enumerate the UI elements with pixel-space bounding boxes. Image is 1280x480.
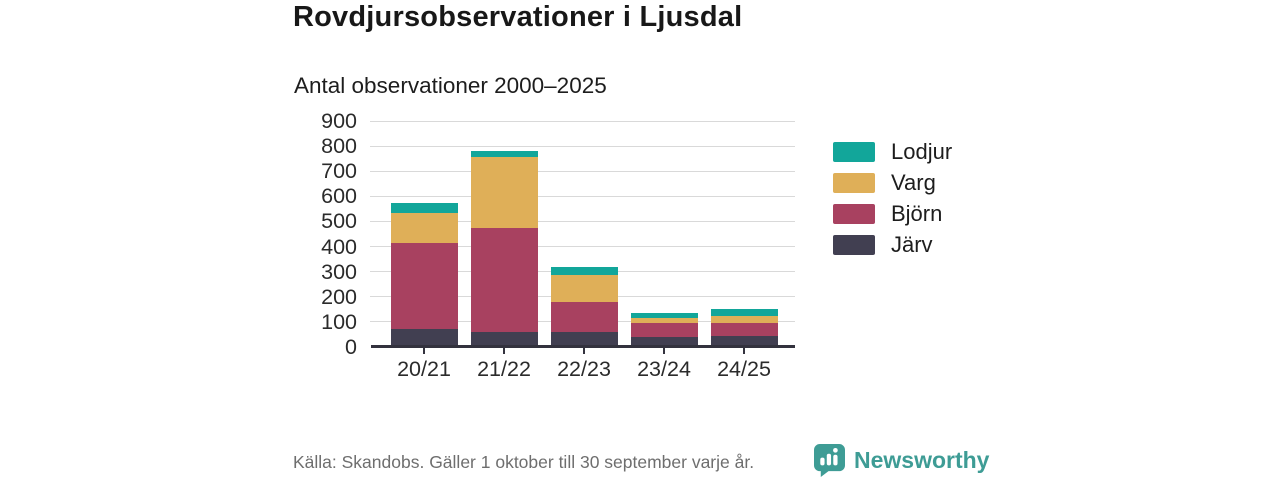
x-tick-label-22/23: 22/23 <box>557 357 611 381</box>
legend-swatch-Järv <box>833 234 875 255</box>
bar-segment-Varg-21/22 <box>470 157 538 228</box>
legend-label-Björn: Björn <box>891 200 943 226</box>
legend-item-Varg: Varg <box>833 169 952 195</box>
x-tick-23/24 <box>662 348 666 354</box>
bar-segment-Björn-24/25 <box>710 323 778 336</box>
legend-swatch-Varg <box>833 172 875 193</box>
x-tick-label-20/21: 20/21 <box>397 357 451 381</box>
source-note: Källa: Skandobs. Gäller 1 oktober till 3… <box>293 452 755 472</box>
bar-segment-Lodjur-20/21 <box>390 202 458 213</box>
legend-item-Björn: Björn <box>833 200 952 226</box>
x-axis-line <box>371 345 795 348</box>
y-tick-label-900: 900 <box>321 109 357 133</box>
y-tick-label-600: 600 <box>321 184 357 209</box>
legend-swatch-Björn <box>833 203 875 224</box>
stacked-bar-20/21 <box>390 202 458 347</box>
gridline-y-800 <box>370 145 795 147</box>
brand-name: Newsworthy <box>854 447 990 473</box>
legend-swatch-Lodjur <box>833 141 875 162</box>
stacked-bar-21/22 <box>470 151 538 347</box>
bar-segment-Järv-20/21 <box>390 329 458 347</box>
brand-logo: Newsworthy <box>814 444 989 477</box>
gridline-y-600 <box>370 195 795 197</box>
chart-title: Rovdjursobservationer i Ljusdal <box>293 1 743 33</box>
bar-segment-Björn-22/23 <box>550 301 618 332</box>
bar-segment-Järv-22/23 <box>550 331 618 347</box>
bar-segment-Järv-23/24 <box>630 336 698 347</box>
bar-segment-Lodjur-23/24 <box>630 313 698 319</box>
bar-segment-Lodjur-21/22 <box>470 151 538 158</box>
bar-segment-Järv-24/25 <box>710 335 778 347</box>
x-tick-24/25 <box>742 348 746 354</box>
stacked-bar-23/24 <box>630 313 698 347</box>
bar-segment-Varg-23/24 <box>630 318 698 324</box>
y-tick-label-700: 700 <box>321 159 357 184</box>
legend-label-Järv: Järv <box>891 231 933 257</box>
x-tick-22/23 <box>582 348 586 354</box>
y-tick-label-300: 300 <box>321 259 357 284</box>
chart-subtitle: Antal observationer 2000–2025 <box>294 73 607 98</box>
stacked-bar-22/23 <box>550 266 618 347</box>
x-tick-label-24/25: 24/25 <box>717 357 771 381</box>
y-tick-label-0: 0 <box>345 335 357 359</box>
y-tick-label-400: 400 <box>321 234 357 259</box>
x-tick-20/21 <box>422 348 426 354</box>
gridline-y-500 <box>370 220 795 222</box>
legend-label-Lodjur: Lodjur <box>891 138 953 164</box>
y-tick-label-800: 800 <box>321 134 357 159</box>
gridline-y-400 <box>370 246 795 248</box>
gridline-y-700 <box>370 170 795 172</box>
newsworthy-logo-icon <box>814 444 845 477</box>
chart-legend: Lodjur Varg Björn Järv <box>833 138 953 265</box>
gridline-y-900 <box>370 120 795 122</box>
x-tick-label-23/24: 23/24 <box>637 357 691 381</box>
bar-segment-Varg-20/21 <box>390 212 458 243</box>
x-tick-21/22 <box>502 348 506 354</box>
y-tick-label-100: 100 <box>321 309 357 334</box>
bar-segment-Varg-22/23 <box>550 275 618 302</box>
stacked-bar-24/25 <box>710 309 778 347</box>
y-tick-label-500: 500 <box>321 209 357 234</box>
bar-segment-Björn-21/22 <box>470 227 538 332</box>
legend-item-Järv: Järv <box>833 231 952 257</box>
x-tick-label-21/22: 21/22 <box>477 357 531 381</box>
bar-segment-Björn-23/24 <box>630 323 698 337</box>
legend-item-Lodjur: Lodjur <box>833 138 953 164</box>
y-tick-label-200: 200 <box>321 284 357 309</box>
bar-segment-Lodjur-22/23 <box>550 266 618 276</box>
bar-segment-Järv-21/22 <box>470 331 538 347</box>
bar-segment-Varg-24/25 <box>710 316 778 324</box>
bar-segment-Björn-20/21 <box>390 242 458 330</box>
legend-label-Varg: Varg <box>891 169 936 195</box>
bar-segment-Lodjur-24/25 <box>710 309 778 317</box>
plot-area <box>370 120 795 347</box>
